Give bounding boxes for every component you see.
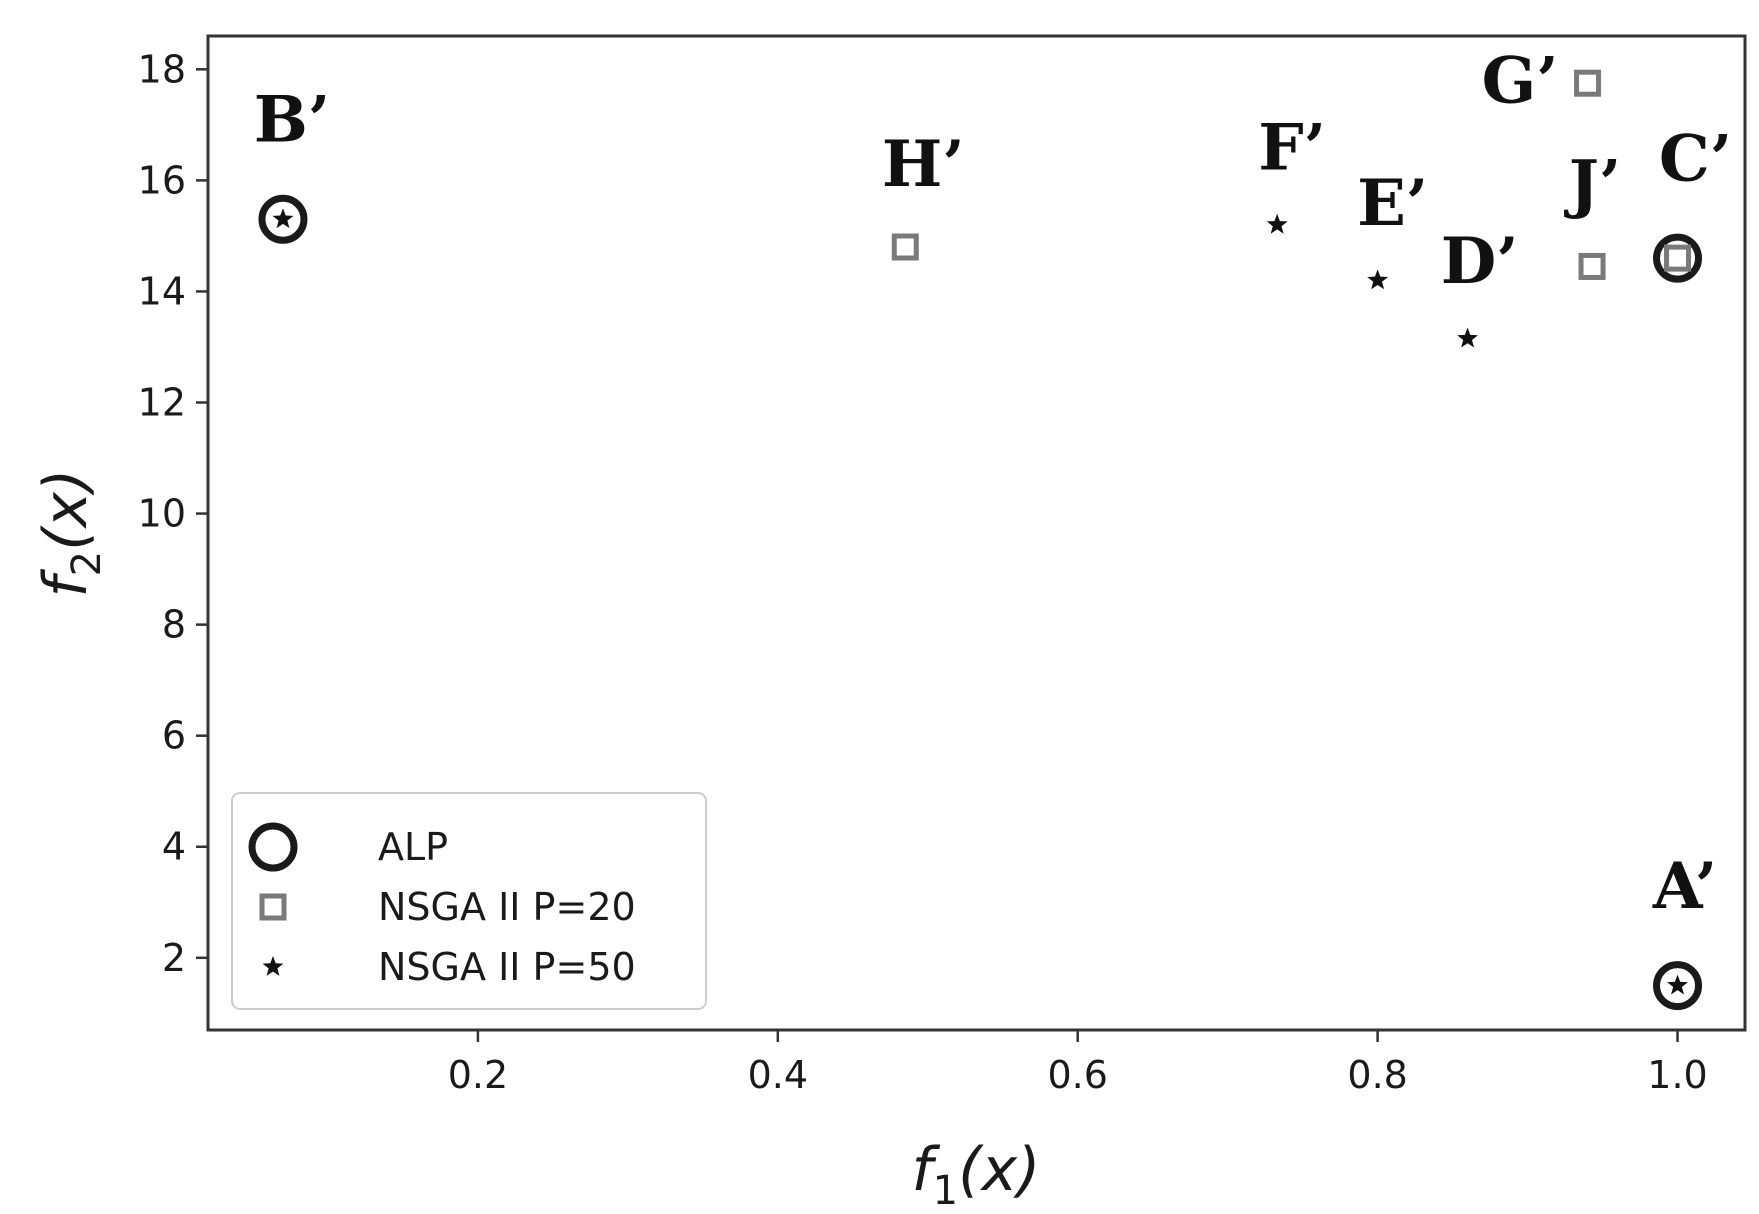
point-label: J’ bbox=[1564, 146, 1622, 221]
y-axis-label-sub: 2 bbox=[64, 551, 110, 576]
y-tick-label: 16 bbox=[138, 158, 186, 202]
x-tick-label: 0.6 bbox=[1047, 1053, 1107, 1097]
point-label: F’ bbox=[1258, 110, 1326, 185]
x-tick-label: 0.2 bbox=[448, 1053, 508, 1097]
y-axis-ticks: 2 4 6 8 10 12 14 16 18 bbox=[138, 47, 208, 980]
legend: ALP NSGA II P=20 NSGA II P=50 bbox=[231, 792, 707, 1010]
x-axis-ticks: 0.2 0.4 0.6 0.8 1.0 bbox=[448, 1030, 1708, 1097]
x-tick-label: 0.4 bbox=[748, 1053, 808, 1097]
point-label: H’ bbox=[882, 127, 965, 202]
star-data-point bbox=[1457, 327, 1479, 348]
legend-entry-label: NSGA II P=20 bbox=[378, 885, 636, 929]
y-tick-label: 10 bbox=[138, 492, 186, 536]
star-data-point bbox=[1367, 269, 1389, 290]
legend-square-icon bbox=[259, 893, 287, 921]
y-tick-label: 18 bbox=[138, 47, 186, 91]
point-label: A’ bbox=[1652, 849, 1717, 924]
circle-data-point bbox=[1653, 233, 1703, 283]
square-data-point bbox=[1574, 69, 1602, 97]
y-tick-label: 6 bbox=[162, 714, 186, 758]
point-label: E’ bbox=[1357, 166, 1428, 241]
circle-data-point bbox=[258, 194, 308, 244]
star-data-point bbox=[272, 208, 294, 229]
y-tick-label: 2 bbox=[162, 936, 186, 980]
data-markers bbox=[258, 69, 1703, 1011]
y-tick-label: 8 bbox=[162, 603, 186, 647]
x-axis-label-arg: (x) bbox=[958, 1135, 1040, 1205]
square-data-point bbox=[1664, 244, 1692, 272]
x-axis-label-sub: 1 bbox=[933, 1168, 958, 1214]
legend-star-icon bbox=[262, 956, 284, 976]
square-data-point bbox=[891, 233, 919, 261]
x-tick-label: 0.8 bbox=[1347, 1053, 1407, 1097]
y-axis-label: f2(x) bbox=[31, 469, 110, 598]
star-data-point bbox=[1266, 213, 1288, 234]
legend-circle-icon bbox=[248, 822, 298, 872]
x-axis-label: f1(x) bbox=[912, 1135, 1041, 1214]
point-label: B’ bbox=[254, 83, 330, 158]
y-tick-label: 12 bbox=[138, 381, 186, 425]
point-label: D’ bbox=[1441, 224, 1519, 299]
point-label: C’ bbox=[1659, 121, 1732, 196]
point-annotations: A’ B’ C’ D’E’ F’ G’ H’ J’ bbox=[254, 44, 1732, 924]
legend-entry-label: NSGA II P=50 bbox=[378, 945, 636, 989]
square-data-point bbox=[1578, 252, 1606, 280]
y-axis-label-arg: (x) bbox=[31, 469, 101, 551]
point-label: G’ bbox=[1482, 44, 1559, 119]
y-tick-label: 14 bbox=[138, 269, 186, 313]
legend-box bbox=[231, 792, 707, 1010]
x-tick-label: 1.0 bbox=[1647, 1053, 1707, 1097]
star-data-point bbox=[1667, 974, 1688, 995]
legend-entry-label: ALP bbox=[378, 825, 448, 869]
circle-data-point bbox=[1653, 961, 1703, 1011]
y-tick-label: 4 bbox=[162, 825, 186, 869]
